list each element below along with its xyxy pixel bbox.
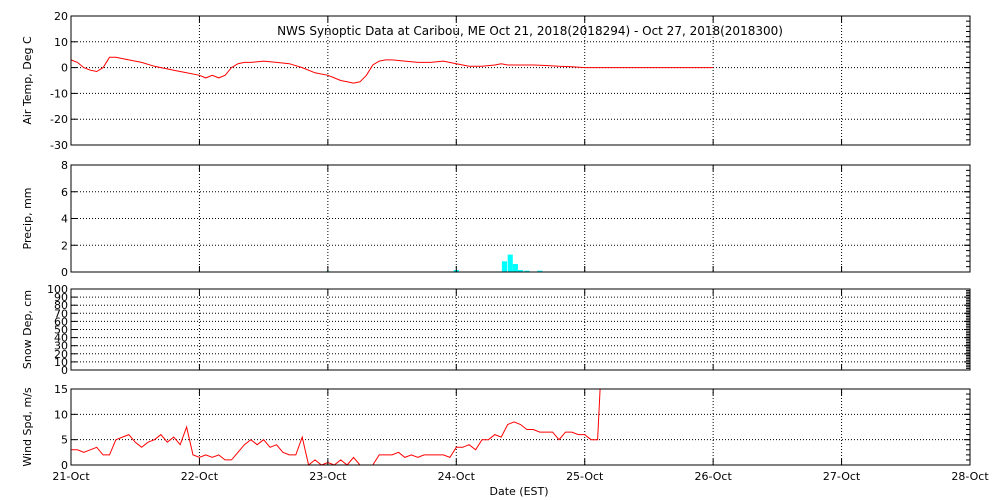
y-tick-label: 5 [61, 434, 68, 447]
y-tick-label: 50 [54, 324, 68, 337]
x-tick-label: 27-Oct [823, 470, 861, 483]
y-tick-label: 0 [61, 459, 68, 472]
precip-bar [501, 261, 508, 272]
y-tick-label: 70 [54, 307, 68, 320]
x-tick-label: 25-Oct [566, 470, 604, 483]
y-tick-label: 80 [54, 299, 68, 312]
y-axis-label-temp: Air Temp, Deg C [21, 36, 34, 125]
x-tick-label: 28-Oct [951, 470, 989, 483]
y-tick-label: 90 [54, 291, 68, 304]
y-tick-label: 6 [61, 186, 68, 199]
panel-frame [70, 15, 971, 146]
x-axis-label: Date (EST) [489, 485, 548, 498]
y-tick-label: 10 [54, 356, 68, 369]
panel-frame [70, 288, 971, 371]
y-tick-label: 10 [54, 36, 68, 49]
y-tick-label: 15 [54, 383, 68, 396]
panel-frame [70, 388, 971, 466]
y-tick-label: 100 [47, 283, 68, 296]
panel-temp: -30 -20 -10 0 10 20 Air Temp, Deg C [21, 10, 971, 152]
precip-bar [517, 269, 524, 272]
panel-wind: 0 5 10 15 Wind Spd, m/s [21, 383, 971, 472]
precip-bar [512, 263, 518, 272]
y-tick-label: 8 [61, 159, 68, 172]
precip-bar [537, 270, 543, 272]
y-tick-label: 30 [54, 340, 68, 353]
y-tick-label: 20 [54, 10, 68, 23]
y-tick-label: -20 [50, 113, 68, 126]
y-axis-label-wind: Wind Spd, m/s [21, 387, 34, 467]
x-tick-label: 23-Oct [309, 470, 347, 483]
y-tick-label: 0 [61, 266, 68, 279]
y-tick-label: 0 [61, 62, 68, 75]
y-tick-label: 20 [54, 348, 68, 361]
precip-bar [507, 254, 513, 272]
x-tick-label: 26-Oct [694, 470, 732, 483]
y-tick-label: 10 [54, 408, 68, 421]
y-tick-label: -10 [50, 87, 68, 100]
panel-precip: 0 2 4 6 8 Precip, mm [21, 159, 971, 279]
panel-frame [70, 164, 971, 273]
y-tick-label: 4 [61, 213, 68, 226]
chart-title: NWS Synoptic Data at Caribou, ME Oct 21,… [277, 24, 783, 38]
precip-bar [524, 270, 530, 272]
y-tick-label: 2 [61, 239, 68, 252]
y-axis-label-precip: Precip, mm [21, 188, 34, 250]
y-tick-label: 0 [61, 364, 68, 377]
x-tick-label: 21-Oct [52, 470, 90, 483]
temp-line [70, 56, 714, 84]
x-tick-label: 24-Oct [438, 470, 476, 483]
y-tick-label: -30 [50, 139, 68, 152]
y-axis-label-snow: Snow Dep, cm [21, 290, 34, 369]
y-tick-label: 40 [54, 332, 68, 345]
x-tick-label: 22-Oct [181, 470, 219, 483]
wind-line [71, 388, 604, 466]
y-tick-label: 60 [54, 315, 68, 328]
